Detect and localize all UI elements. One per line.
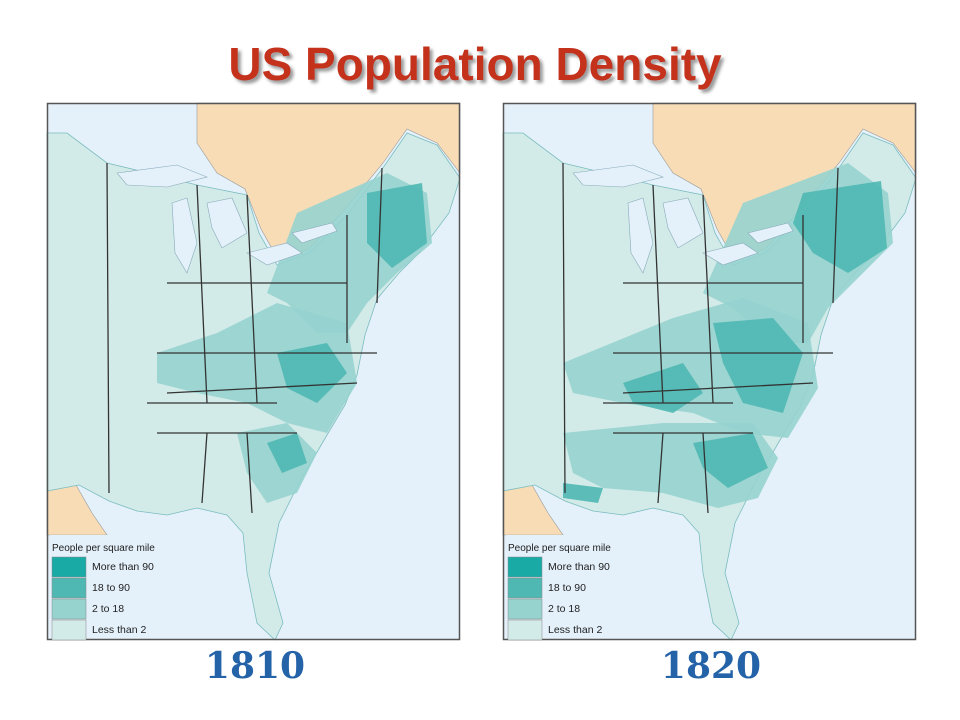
year-label: 1820 <box>661 645 761 687</box>
frame <box>502 102 917 641</box>
legend-title: People per square mile <box>508 543 611 554</box>
legend-swatch <box>51 619 87 641</box>
year-label: 1810 <box>205 645 305 687</box>
density-region <box>367 183 427 268</box>
legend-label: 18 to 90 <box>548 582 586 594</box>
state-border <box>106 162 383 514</box>
lake <box>747 222 794 244</box>
legend-swatch <box>51 577 87 599</box>
lake <box>116 164 208 188</box>
legend-swatch <box>507 619 543 641</box>
legend-swatch <box>507 577 543 599</box>
lake <box>662 197 704 249</box>
legend-label: More than 90 <box>92 561 154 573</box>
lake <box>572 164 664 188</box>
lake <box>246 242 303 266</box>
lake <box>702 242 759 266</box>
map: People per square mile More than 90 18 to … <box>502 102 917 641</box>
legend-label: Less than 2 <box>548 624 602 636</box>
frame <box>46 102 461 641</box>
density-region <box>157 303 357 433</box>
map: People per square mile More than 90 18 to … <box>46 102 461 641</box>
legend-swatch <box>51 556 87 578</box>
density-region <box>563 483 603 503</box>
legend-swatch <box>507 598 543 620</box>
density-region <box>623 363 703 413</box>
legend-label: 2 to 18 <box>92 603 124 615</box>
legend-swatch <box>51 598 87 620</box>
density-region <box>277 343 347 403</box>
lake <box>627 197 654 274</box>
density-region <box>713 318 803 413</box>
density-region <box>267 433 307 473</box>
lake <box>291 222 338 244</box>
density-region <box>693 433 768 488</box>
lake <box>206 197 248 249</box>
density-region <box>793 181 887 273</box>
legend-label: 18 to 90 <box>92 582 130 594</box>
legend-title: People per square mile <box>52 543 155 554</box>
state-border <box>562 162 839 514</box>
lake <box>171 197 198 274</box>
title: US Population Density <box>228 38 722 90</box>
legend-label: More than 90 <box>548 561 610 573</box>
legend-label: Less than 2 <box>92 624 146 636</box>
legend-swatch <box>507 556 543 578</box>
legend-label: 2 to 18 <box>548 603 580 615</box>
